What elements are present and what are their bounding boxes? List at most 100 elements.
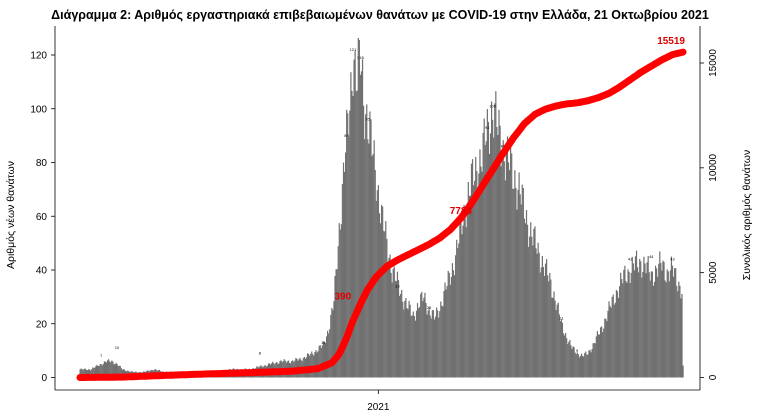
cumulative-series-line bbox=[76, 48, 687, 381]
bar bbox=[521, 184, 523, 378]
bar bbox=[663, 262, 665, 378]
bar bbox=[536, 253, 538, 378]
bar bbox=[622, 283, 624, 378]
bar bbox=[323, 341, 326, 378]
bar bbox=[437, 310, 439, 378]
bar bbox=[581, 355, 584, 378]
bar bbox=[451, 263, 454, 378]
bar bbox=[546, 259, 548, 378]
bar bbox=[93, 367, 95, 378]
bar bbox=[569, 340, 571, 378]
bar bbox=[103, 361, 106, 378]
bar bbox=[318, 345, 320, 378]
bar bbox=[542, 266, 545, 378]
bar-value-label: 12 bbox=[321, 341, 326, 345]
bar-value-label: 44 bbox=[649, 255, 654, 259]
bar bbox=[552, 297, 554, 378]
bar bbox=[427, 310, 429, 378]
bar bbox=[627, 269, 629, 378]
bar bbox=[310, 353, 312, 378]
bar bbox=[84, 368, 86, 378]
bar bbox=[347, 113, 349, 378]
bar bbox=[439, 311, 441, 378]
bar bbox=[339, 229, 341, 378]
bar-value-label: 9 bbox=[576, 349, 579, 353]
bar bbox=[457, 247, 459, 378]
bar bbox=[672, 276, 675, 378]
bar bbox=[486, 109, 488, 378]
bar bbox=[602, 332, 604, 378]
bar bbox=[401, 289, 403, 378]
bar bbox=[105, 362, 108, 378]
bar bbox=[604, 318, 606, 378]
bar bbox=[638, 272, 640, 378]
cumulative-line bbox=[76, 48, 687, 381]
bar bbox=[419, 306, 421, 378]
bar bbox=[100, 364, 102, 378]
bar bbox=[455, 255, 457, 378]
bar bbox=[346, 109, 348, 378]
bar bbox=[366, 104, 368, 378]
bar bbox=[110, 362, 112, 378]
bar bbox=[592, 343, 594, 378]
bar bbox=[322, 341, 324, 378]
bar bbox=[378, 213, 381, 378]
bar bbox=[340, 224, 342, 378]
bar bbox=[425, 303, 427, 378]
bar bbox=[360, 71, 363, 378]
bar bbox=[407, 309, 409, 378]
bar bbox=[433, 319, 436, 378]
bar bbox=[443, 290, 445, 378]
bar bbox=[483, 118, 485, 378]
bar bbox=[479, 149, 481, 378]
bar bbox=[496, 126, 498, 378]
bar bbox=[119, 365, 121, 378]
bar bbox=[470, 163, 473, 378]
bar bbox=[409, 304, 411, 378]
bar bbox=[590, 352, 592, 378]
bar bbox=[372, 154, 374, 378]
bar bbox=[358, 40, 360, 378]
bar bbox=[306, 353, 309, 378]
bar bbox=[598, 334, 601, 378]
bar bbox=[489, 133, 492, 378]
bar bbox=[533, 228, 535, 378]
bar bbox=[476, 171, 478, 378]
bar bbox=[636, 267, 639, 378]
bar bbox=[315, 350, 317, 378]
bar bbox=[625, 281, 627, 378]
bar bbox=[557, 302, 559, 378]
bar bbox=[599, 327, 602, 378]
bar bbox=[678, 281, 680, 378]
bar bbox=[415, 310, 418, 378]
bar bbox=[510, 145, 512, 378]
bar bbox=[327, 330, 329, 378]
bar bbox=[102, 363, 104, 378]
bar bbox=[423, 297, 425, 378]
bar bbox=[426, 314, 428, 378]
bar bbox=[610, 307, 612, 378]
bar bbox=[108, 359, 110, 378]
bar bbox=[115, 362, 117, 378]
bar bbox=[507, 162, 510, 378]
bar bbox=[466, 202, 468, 378]
bar bbox=[434, 316, 437, 378]
bar bbox=[646, 262, 648, 378]
bar bbox=[671, 265, 674, 378]
bar-value-label: 8 bbox=[259, 352, 262, 356]
bar bbox=[338, 223, 340, 378]
bar bbox=[432, 310, 435, 378]
bar bbox=[449, 284, 451, 378]
bar bbox=[639, 259, 641, 378]
y2-tick-label: 10000 bbox=[708, 153, 719, 181]
bar bbox=[501, 160, 503, 378]
y-tick-label: 20 bbox=[36, 319, 48, 330]
bar bbox=[518, 172, 520, 378]
y2-axis-label: Συνολικός αριθμός θανάτων bbox=[741, 150, 753, 280]
bar bbox=[643, 256, 645, 378]
bar bbox=[511, 153, 513, 378]
bar bbox=[475, 156, 477, 378]
bar bbox=[630, 272, 632, 378]
bar bbox=[97, 366, 99, 378]
